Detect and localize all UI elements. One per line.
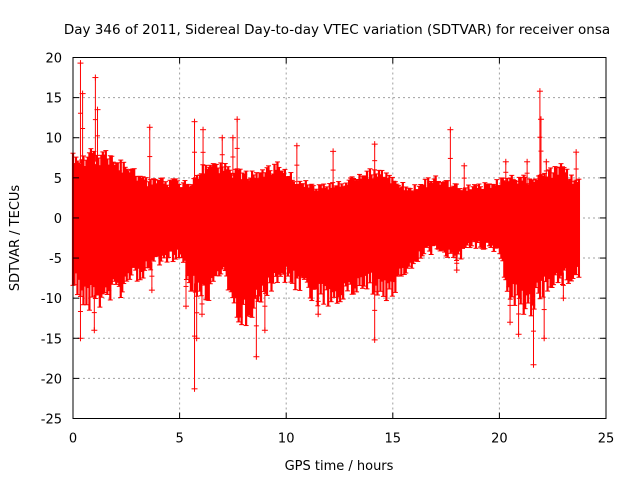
x-axis-label: GPS time / hours <box>285 459 394 474</box>
chart-title: Day 346 of 2011, Sidereal Day-to-day VTE… <box>64 22 610 38</box>
y-tick-label: -20 <box>41 372 62 387</box>
y-tick-label: 10 <box>45 132 62 147</box>
x-tick-label: 5 <box>175 432 183 447</box>
x-tick-label: 20 <box>491 432 508 447</box>
y-axis-label: SDTVAR / TECUs <box>8 185 23 292</box>
y-tick-label: -15 <box>41 332 62 347</box>
y-tick-label: 20 <box>45 52 62 67</box>
x-tick-label: 25 <box>598 432 615 447</box>
data-series <box>70 60 582 392</box>
x-tick-label: 15 <box>385 432 402 447</box>
tick-labels: 0 5 10 15 20 25 20 15 10 5 0 -5 -10 -15 -20 -25 <box>41 52 615 447</box>
y-tick-label: -10 <box>41 292 62 307</box>
y-tick-label: -25 <box>41 413 62 428</box>
x-tick-label: 0 <box>69 432 77 447</box>
y-tick-label: 0 <box>54 212 62 227</box>
plot-frame <box>72 57 607 419</box>
y-tick-label: -5 <box>49 252 62 267</box>
y-tick-label: 15 <box>45 92 62 107</box>
y-tick-label: 5 <box>54 172 62 187</box>
x-tick-label: 10 <box>278 432 295 447</box>
axis-ticks <box>72 57 607 419</box>
